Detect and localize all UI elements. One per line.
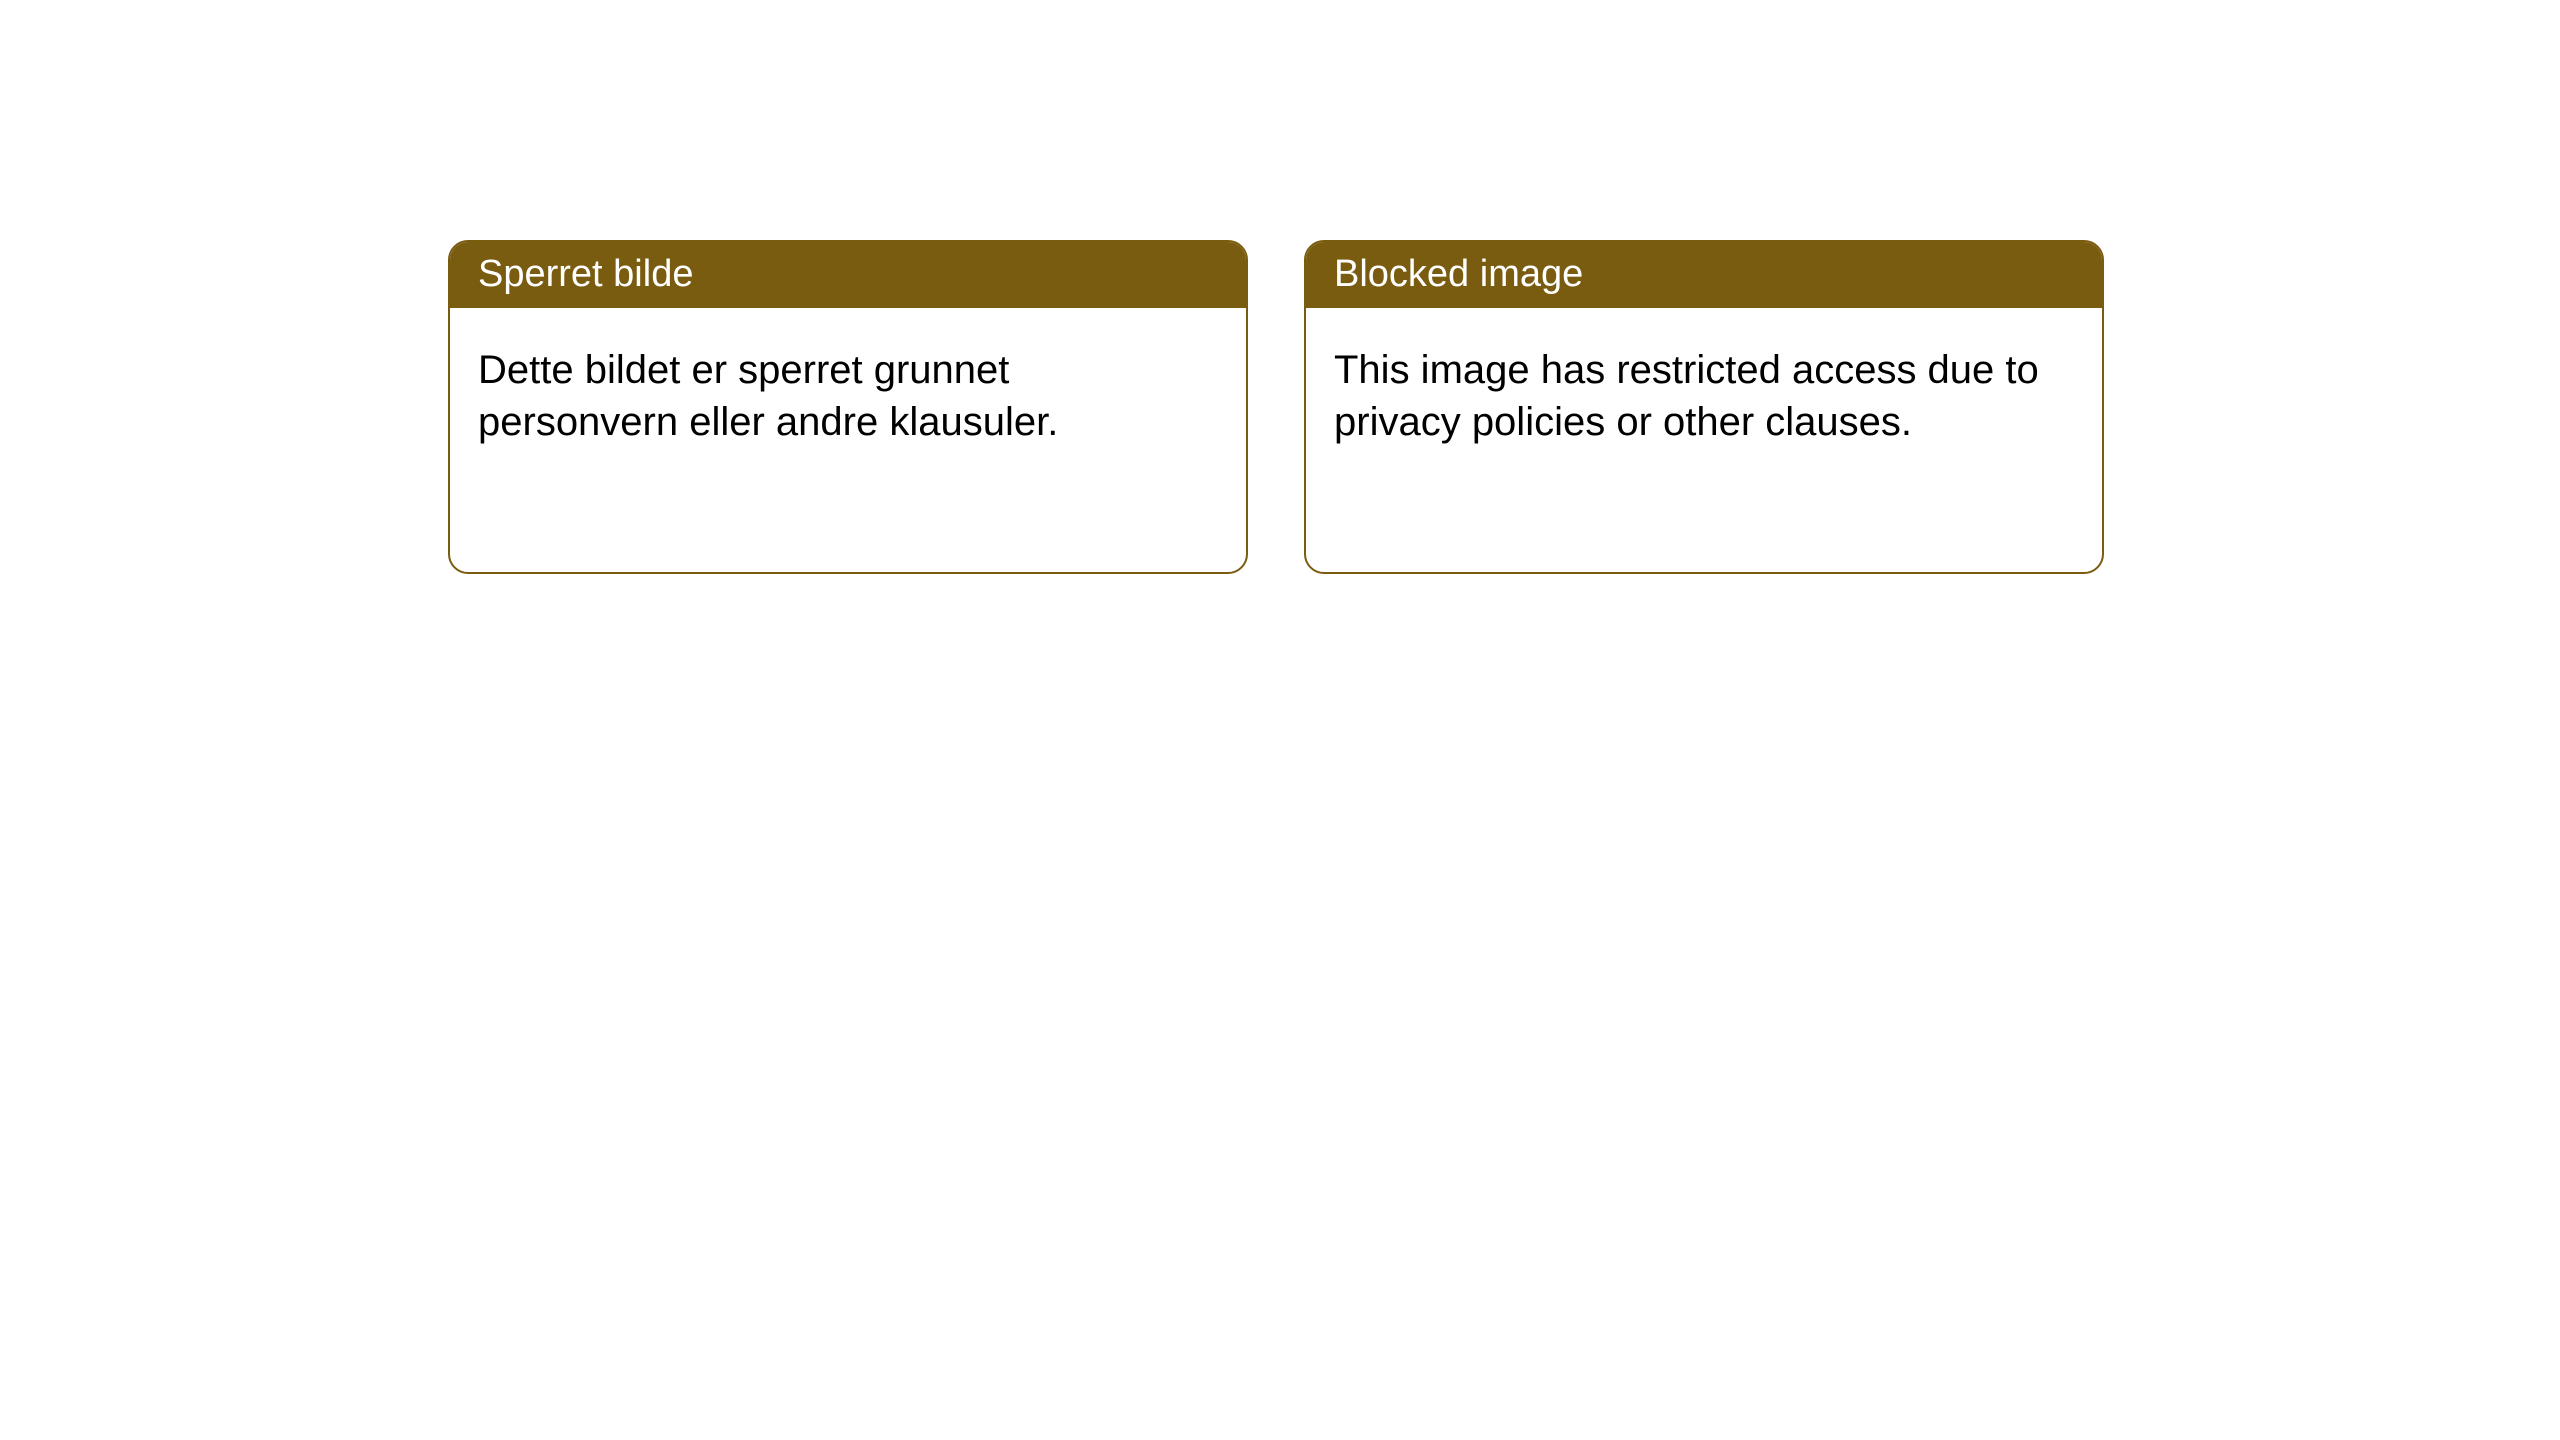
notice-cards-container: Sperret bilde Dette bildet er sperret gr… [448,240,2104,574]
notice-card-norwegian: Sperret bilde Dette bildet er sperret gr… [448,240,1248,574]
card-body: Dette bildet er sperret grunnet personve… [450,308,1246,484]
card-header: Sperret bilde [450,242,1246,308]
card-body-text: Dette bildet er sperret grunnet personve… [478,348,1058,444]
notice-card-english: Blocked image This image has restricted … [1304,240,2104,574]
card-title: Sperret bilde [478,253,693,295]
card-body-text: This image has restricted access due to … [1334,348,2039,444]
card-header: Blocked image [1306,242,2102,308]
card-body: This image has restricted access due to … [1306,308,2102,484]
card-title: Blocked image [1334,253,1583,295]
